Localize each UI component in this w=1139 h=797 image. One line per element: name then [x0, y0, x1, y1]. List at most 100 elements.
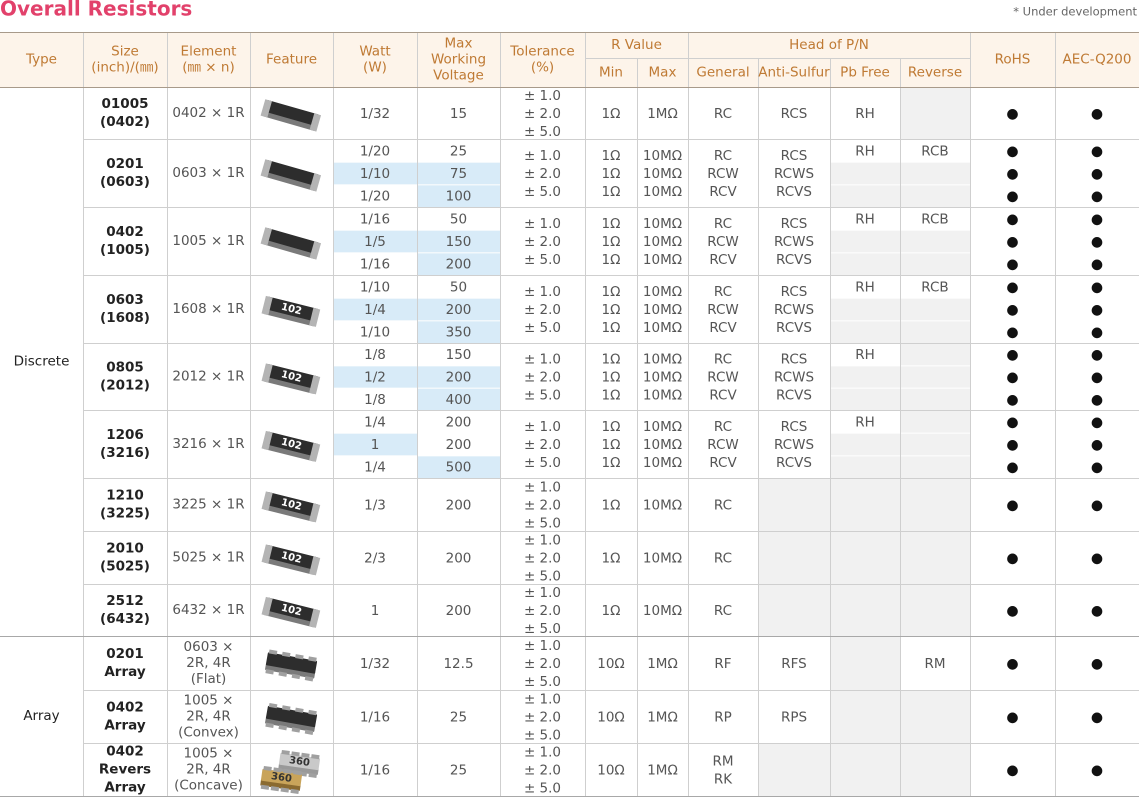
element-label: 5025 × 1R: [172, 550, 244, 566]
chip-body: [264, 545, 319, 570]
cell-text: 200: [446, 257, 472, 273]
cell-text: ± 2.0: [524, 656, 561, 672]
cell-text: 400: [446, 392, 472, 408]
chip-terminal: [260, 784, 270, 790]
cell-text: 1/4: [364, 414, 386, 430]
element-label: (Concave): [174, 778, 243, 794]
element-label: 1608 × 1R: [172, 301, 244, 317]
column-header: General: [696, 65, 749, 81]
element-label: 1005 ×: [184, 693, 234, 709]
empty-cell: [901, 411, 970, 433]
cell-text: ± 1.0: [524, 419, 561, 435]
size-label: 0603: [106, 292, 144, 308]
chip-cap: [261, 295, 273, 316]
cell-text: ± 5.0: [524, 124, 561, 140]
cell-text: RC: [714, 551, 732, 567]
cell-text: RCB: [921, 211, 948, 227]
cell-text: 200: [446, 603, 472, 619]
size-label: (5025): [100, 559, 150, 575]
chip-cap: [261, 363, 273, 383]
cell-text: RCVS: [776, 388, 812, 404]
cell-text: 1/4: [364, 302, 386, 318]
cell-text: ± 1.0: [524, 638, 561, 654]
cell-text: 1/2: [364, 370, 386, 386]
cell-text: 1/16: [360, 710, 390, 726]
cell-text: 1Ω: [602, 234, 621, 250]
chip-cap: [261, 596, 273, 617]
chip-body: [265, 705, 318, 728]
column-header: Tolerance: [509, 44, 574, 60]
cell-text: RH: [855, 143, 875, 159]
cell-text: 1/10: [360, 325, 390, 341]
chip-side: [262, 169, 317, 191]
chip-side: [263, 555, 316, 575]
empty-cell: [831, 691, 900, 743]
empty-cell: [901, 253, 970, 275]
compliance-dot: ●: [1006, 710, 1018, 726]
compliance-dot: ●: [1006, 551, 1018, 567]
chip-cap: [309, 608, 321, 628]
chip-body: [260, 768, 303, 787]
empty-cell: [831, 532, 900, 584]
column-header: R Value: [611, 37, 662, 53]
column-header: Reverse: [908, 65, 962, 81]
highlight-cell: [418, 366, 500, 388]
size-label: 0805: [106, 360, 144, 376]
chip-terminal: [291, 673, 301, 680]
compliance-dot: ●: [1006, 347, 1018, 363]
element-label: 2R, 4R: [186, 709, 231, 725]
empty-cell: [901, 532, 970, 584]
cell-text: RPS: [781, 710, 807, 726]
empty-cell: [831, 585, 900, 636]
compliance-dot: ●: [1091, 656, 1103, 672]
cell-text: 100: [446, 189, 472, 205]
empty-cell: [901, 433, 970, 456]
chip-marking: 102: [280, 603, 303, 619]
cell-text: 1/16: [360, 211, 390, 227]
empty-cell: [901, 344, 970, 366]
column-header: Max: [649, 65, 677, 81]
cell-text: ± 5.0: [524, 320, 561, 336]
compliance-dot: ●: [1006, 189, 1018, 205]
cell-text: 10Ω: [597, 710, 625, 726]
cell-text: 150: [446, 347, 472, 363]
column-header: (%): [531, 60, 554, 76]
chip-terminal: [270, 786, 280, 792]
cell-text: 1/5: [364, 234, 386, 250]
cell-text: 350: [446, 325, 472, 341]
cell-text: 150: [446, 234, 472, 250]
cell-text: RCW: [707, 302, 738, 318]
cell-text: 1MΩ: [647, 106, 678, 122]
compliance-dot: ●: [1006, 392, 1018, 408]
empty-cell: [901, 585, 970, 636]
compliance-dot: ●: [1006, 302, 1018, 318]
cell-text: 1Ω: [602, 551, 621, 567]
cell-text: RCS: [781, 148, 808, 164]
element-label: 2R, 4R: [186, 655, 231, 671]
chip-terminal: [281, 705, 291, 711]
cell-text: 10MΩ: [643, 284, 682, 300]
size-label: (3225): [100, 506, 150, 522]
cell-text: RF: [714, 656, 731, 672]
compliance-dot: ●: [1006, 166, 1018, 182]
cell-text: 200: [446, 414, 472, 430]
chip-marking: 360: [270, 771, 292, 785]
cell-text: RH: [855, 414, 875, 430]
chip-cap: [261, 430, 273, 451]
empty-cell: [831, 456, 900, 478]
highlight-cell: [418, 185, 500, 207]
cell-text: RCWS: [774, 302, 814, 318]
chip-terminal: [281, 749, 290, 756]
cell-text: 1Ω: [602, 302, 621, 318]
cell-text: RCV: [709, 388, 737, 404]
empty-cell: [901, 456, 970, 478]
highlight-cell: [334, 433, 417, 456]
cell-text: 10MΩ: [643, 352, 682, 368]
empty-cell: [901, 230, 970, 253]
chip-body: [264, 597, 319, 623]
column-header: Max: [445, 36, 473, 52]
compliance-dot: ●: [1006, 603, 1018, 619]
highlight-cell: [418, 388, 500, 410]
size-label: 1210: [106, 488, 144, 504]
highlight-cell: [418, 321, 500, 343]
